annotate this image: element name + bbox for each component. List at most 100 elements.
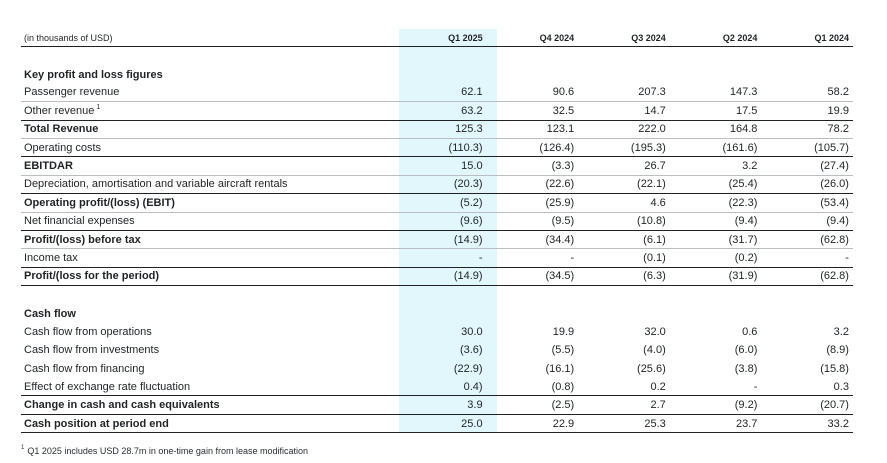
footnote-marker: 1 [21,445,25,451]
cell-value: (3.6) [459,344,483,357]
cell-value: 78.2 [827,123,849,136]
row-label: Effect of exchange rate fluctuation [24,380,191,393]
cell-value: (3.8) [734,362,758,375]
cell-value: (9.6) [459,215,483,228]
cell-value: (8.9) [826,344,849,357]
cell-value: 62.1 [461,86,483,99]
cell-value: (20.7) [820,399,849,412]
cell-value: (5.2) [459,196,483,209]
cell-value: 19.9 [552,326,575,339]
cell-value: (105.7) [814,141,849,154]
section-title: Key profit and loss figures [24,68,163,81]
row-label: Change in cash and cash equivalents [24,399,220,412]
cell-value: 33.2 [827,417,849,430]
table-row: Cash flow from investments (3.6) (5.5) (… [21,341,853,359]
cell-value: 90.6 [552,86,575,99]
cell-value: (22.9) [453,362,483,375]
cell-value: (5.5) [551,344,575,357]
cell-value: (0.8) [551,380,575,393]
cell-value: - [478,251,483,264]
column-header: Q1 2024 [814,32,849,43]
cell-value: 0.4) [463,380,483,393]
cell-value: 222.0 [638,123,666,136]
table-header: (in thousands of USD) Q1 2025 Q4 2024 Q3… [21,29,853,47]
cell-value: (9.4) [734,215,758,228]
table-row: Net financial expenses (9.6) (9.5) (10.8… [21,213,853,231]
cell-value: - [845,251,849,264]
q1-2025-column-highlight [399,29,497,433]
cell-value: 147.3 [729,86,758,99]
table-row: Total Revenue 125.3 123.1 222.0 164.8 78… [21,121,853,139]
footnote-marker: 1 [96,103,101,111]
cell-value: (161.6) [722,141,758,154]
cell-value: (62.8) [820,270,849,283]
row-label: Depreciation, amortisation and variable … [24,178,288,191]
cell-value: (6.3) [643,270,666,283]
table-row: Cash flow from financing (22.9) (16.1) (… [21,360,853,378]
table-row: EBITDAR 15.0 (3.3) 26.7 3.2 (27.4) [21,157,853,176]
cell-value: (10.8) [637,215,666,228]
row-label: Cash position at period end [24,417,169,430]
table-row: Other revenue 1 63.2 32.5 14.7 17.5 19.9 [21,102,853,121]
cell-value: (20.3) [453,178,483,191]
cell-value: (22.6) [545,178,575,191]
row-label: Operating profit/(loss) (EBIT) [24,196,175,209]
cell-value: 30.0 [461,326,483,339]
cell-value: (22.3) [728,196,758,209]
spacer-row [21,47,853,65]
cell-value: (2.5) [551,399,575,412]
cell-value: 32.5 [552,104,575,117]
row-label: Passenger revenue [24,86,120,99]
row-label: Cash flow from financing [24,362,145,375]
cell-value: 26.7 [644,160,666,173]
cell-value: 19.9 [827,104,849,117]
unit-label: (in thousands of USD) [24,32,113,43]
table-row: Cash position at period end 25.0 22.9 25… [21,415,853,434]
cell-value: (25.4) [728,178,758,191]
cell-value: (4.0) [643,344,666,357]
cell-value: (62.8) [820,233,849,246]
footnote-text: Q1 2025 includes USD 28.7m in one-time g… [27,446,308,456]
row-label: Income tax [24,251,78,264]
cell-value: (34.5) [545,270,575,283]
row-label: Operating costs [24,141,102,154]
cell-value: 207.3 [638,86,666,99]
cell-value: 3.2 [742,160,758,173]
cell-value: 58.2 [827,86,849,99]
cell-value: (22.1) [637,178,666,191]
row-label: EBITDAR [24,160,73,173]
cell-value: 22.9 [552,417,575,430]
cell-value: 2.7 [650,399,666,412]
row-label: Cash flow from investments [24,344,160,357]
cell-value: (34.4) [545,233,575,246]
cell-value: (31.9) [728,270,758,283]
cell-value: - [570,251,575,264]
row-label: Profit/(loss) before tax [24,233,141,246]
cell-value: 125.3 [455,123,483,136]
column-header: Q2 2024 [722,32,758,43]
cell-value: 32.0 [644,326,666,339]
cell-value: (25.6) [637,362,666,375]
cell-value: 164.8 [729,123,758,136]
table-row: Operating profit/(loss) (EBIT) (5.2) (25… [21,194,853,213]
cell-value: 25.3 [644,417,666,430]
cell-value: (0.1) [643,251,666,264]
row-label: Cash flow from operations [24,326,152,339]
cell-value: 15.0 [461,160,483,173]
cell-value: 23.7 [735,417,758,430]
table-row: Profit/(loss) before tax (14.9) (34.4) (… [21,231,853,250]
financial-table: (in thousands of USD) Q1 2025 Q4 2024 Q3… [21,29,853,434]
row-label: Total Revenue [24,123,99,136]
cell-value: (9.4) [826,215,849,228]
cell-value: (25.9) [545,196,575,209]
cell-value: (16.1) [545,362,575,375]
row-label: Net financial expenses [24,215,135,228]
table-row: Change in cash and cash equivalents 3.9 … [21,396,853,415]
cell-value: (14.9) [453,233,483,246]
cell-value: 123.1 [546,123,575,136]
table-row: Income tax - - (0.1) (0.2) - [21,249,853,268]
cell-value: (9.5) [551,215,575,228]
cell-value: (14.9) [453,270,483,283]
cell-value: (195.3) [630,141,666,154]
footnote: 1 Q1 2025 includes USD 28.7m in one-time … [21,445,308,456]
